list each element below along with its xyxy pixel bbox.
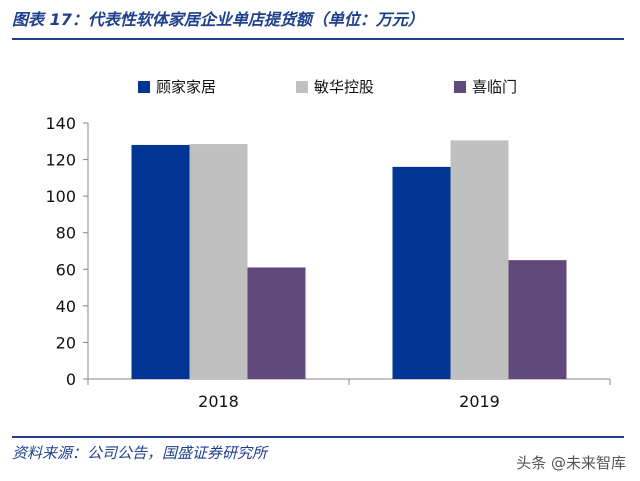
y-tick-label: 120 (45, 151, 76, 170)
legend-item-gujia: 顾家家居 (138, 76, 216, 97)
y-tick-label: 20 (56, 333, 76, 352)
legend-swatch-minhua (296, 80, 308, 93)
legend-label-minhua: 敏华控股 (314, 78, 375, 96)
legend-item-minhua: 敏华控股 (296, 76, 374, 97)
bar-2019-2 (508, 260, 567, 379)
bottom-divider (12, 436, 624, 438)
top-divider (12, 38, 624, 40)
legend-swatch-xilinmen (454, 80, 466, 93)
legend-label-xilinmen: 喜临门 (472, 78, 518, 96)
x-tick-label: 2019 (459, 392, 500, 411)
bar-2018-2 (247, 267, 306, 379)
legend-item-xilinmen: 喜临门 (454, 76, 517, 97)
bar-2018-1 (189, 144, 248, 379)
y-tick-label: 60 (56, 260, 76, 279)
x-tick-label: 2018 (198, 392, 239, 411)
bar-2019-1 (450, 140, 509, 379)
bar-2018-0 (131, 144, 190, 379)
chart-title: 图表 17：代表性软体家居企业单店提货额（单位：万元） (12, 10, 424, 29)
y-axis: 0 20 40 60 80 100 120 140 (45, 114, 89, 389)
legend-label-gujia: 顾家家居 (156, 78, 217, 96)
legend-swatch-gujia (138, 80, 150, 93)
watermark: 头条 @未来智库 (516, 454, 626, 472)
x-axis: 2018 2019 (87, 378, 611, 411)
legend: 顾家家居 敏华控股 喜临门 (0, 76, 640, 96)
y-tick-label: 140 (45, 114, 76, 133)
y-tick-label: 40 (56, 297, 76, 316)
bars (131, 140, 567, 379)
y-tick-label: 0 (66, 370, 76, 389)
y-tick-label: 100 (45, 187, 76, 206)
bar-2019-0 (392, 166, 451, 379)
y-tick-label: 80 (56, 224, 76, 243)
source-note: 资料来源：公司公告，国盛证券研究所 (12, 444, 268, 462)
